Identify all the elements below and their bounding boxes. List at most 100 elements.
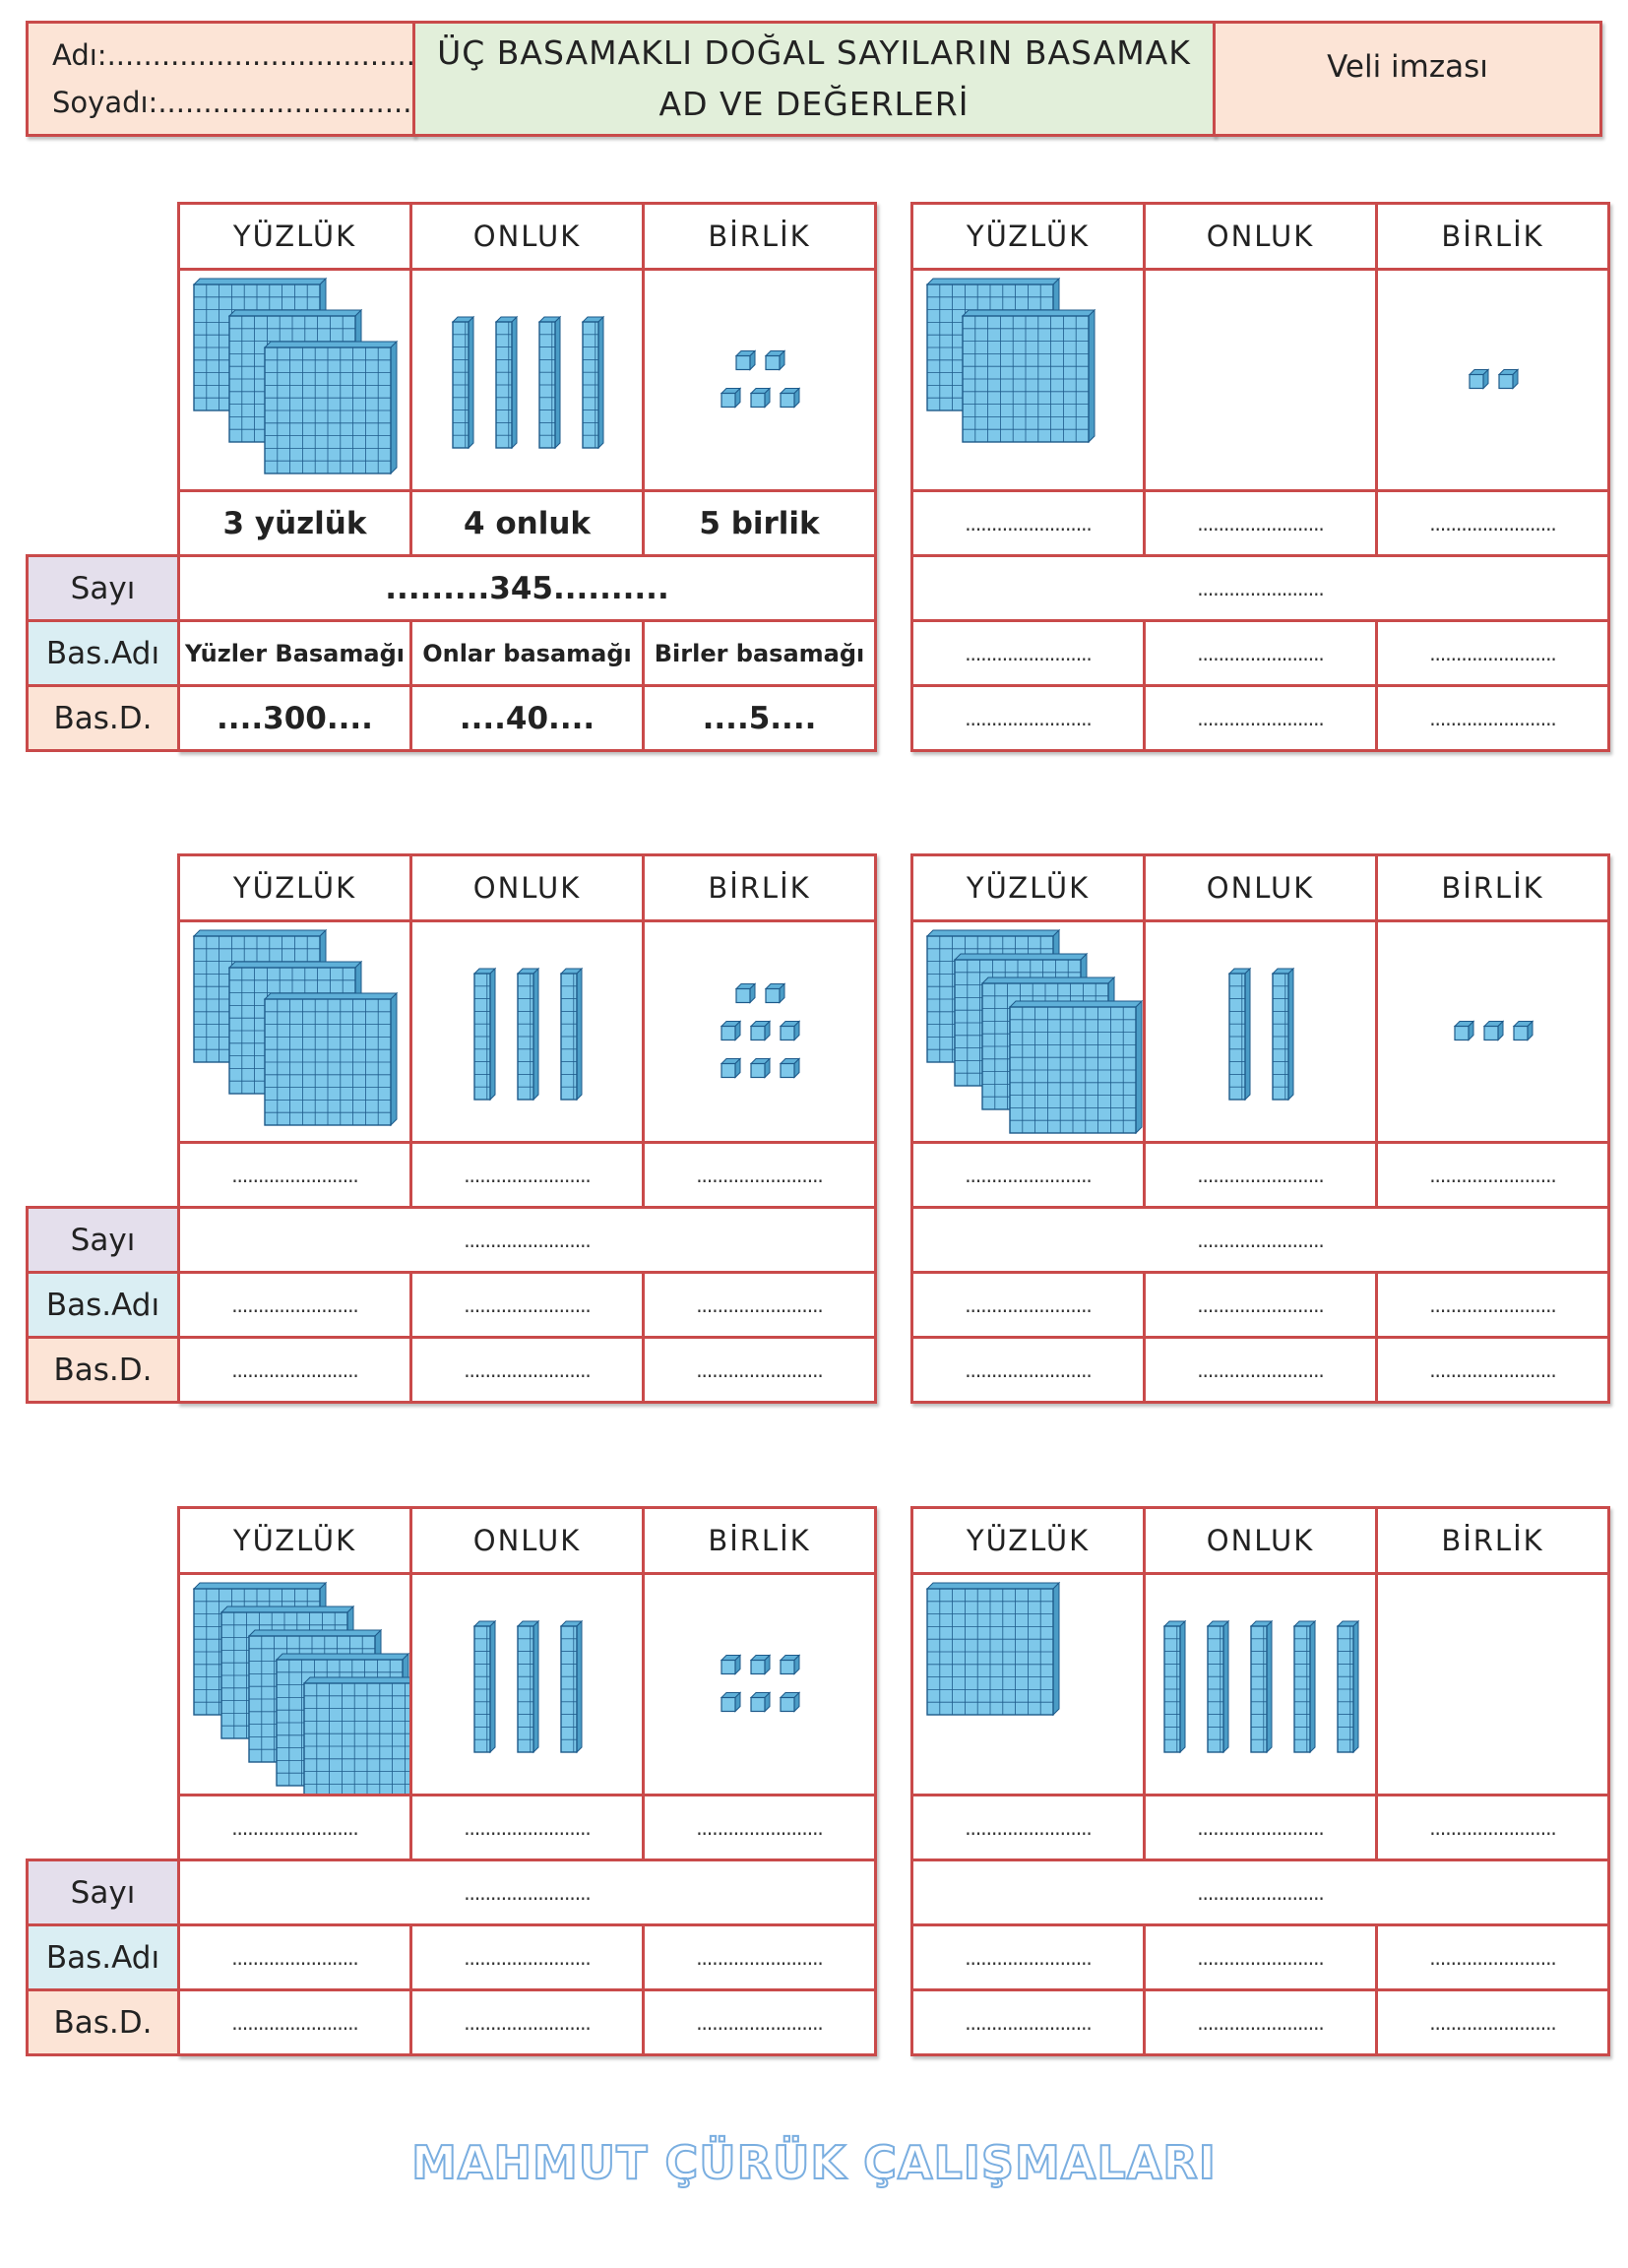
ten-rod (560, 973, 578, 1101)
ten-rod (495, 321, 513, 449)
number-field[interactable]: ........................ (180, 1209, 877, 1274)
one-cube (735, 354, 751, 371)
count-tens[interactable]: ........................ (1146, 492, 1378, 557)
surname-label: Soyadı:................................. (52, 86, 458, 119)
row-label-sayi: Sayı (26, 1858, 180, 1926)
count-ones: 5 birlik (645, 492, 877, 557)
ones-blocks-illustration (1453, 1020, 1534, 1041)
tens-blocks-illustration (1162, 1619, 1360, 1754)
number-field[interactable]: ........................ (913, 1861, 1610, 1926)
place-name-hundreds[interactable]: ........................ (180, 1926, 412, 1991)
student-name-box: Adı:....................................… (26, 21, 479, 137)
count-hundreds[interactable]: ........................ (180, 1796, 412, 1861)
place-value-tens: ....40.... (412, 687, 645, 752)
place-value-hundreds[interactable]: ........................ (913, 687, 1146, 752)
place-name-ones[interactable]: ........................ (1378, 1926, 1610, 1991)
place-value-ones[interactable]: ........................ (1378, 1991, 1610, 2056)
hundred-block (926, 1588, 1054, 1716)
column-header-ones: BİRLİK (645, 205, 877, 271)
hundred-block (303, 1682, 409, 1794)
one-cube (780, 1025, 795, 1041)
ten-rod (1228, 973, 1246, 1101)
place-value-ones[interactable]: ........................ (645, 1991, 877, 2056)
count-hundreds[interactable]: ........................ (913, 1796, 1146, 1861)
place-value-hundreds[interactable]: ........................ (180, 1339, 412, 1404)
hundred-block (1009, 1006, 1137, 1134)
ten-rod (473, 973, 491, 1101)
place-name-hundreds[interactable]: ........................ (913, 1926, 1146, 1991)
count-ones[interactable]: ........................ (1378, 492, 1610, 557)
blocks-cell-ones (645, 1575, 877, 1796)
ten-rod (1272, 973, 1289, 1101)
count-hundreds[interactable]: ........................ (913, 492, 1146, 557)
tens-blocks-illustration (472, 1619, 584, 1754)
column-header-ones: BİRLİK (1378, 856, 1610, 922)
one-cube (1469, 373, 1484, 390)
blocks-cell-hundreds (180, 1575, 412, 1796)
parent-signature-box: Veli imzası (1213, 21, 1602, 137)
place-value-hundreds[interactable]: ........................ (180, 1991, 412, 2056)
count-tens[interactable]: ........................ (412, 1796, 645, 1861)
tens-blocks-illustration (1146, 271, 1375, 489)
place-name-ones[interactable]: ........................ (645, 1274, 877, 1339)
number-field[interactable]: ........................ (180, 1861, 877, 1926)
ten-rod (452, 321, 470, 449)
count-tens[interactable]: ........................ (1146, 1144, 1378, 1209)
count-ones[interactable]: ........................ (645, 1796, 877, 1861)
row-label-bas-adi: Bas.Adı (26, 1923, 180, 1991)
place-value-hundreds[interactable]: ........................ (913, 1339, 1146, 1404)
count-ones[interactable]: ........................ (1378, 1144, 1610, 1209)
place-value-hundreds: ....300.... (180, 687, 412, 752)
place-name-ones[interactable]: ........................ (1378, 622, 1610, 687)
count-ones[interactable]: ........................ (645, 1144, 877, 1209)
ones-blocks-illustration (720, 349, 801, 409)
place-value-hundreds[interactable]: ........................ (913, 1991, 1146, 2056)
ten-rod (1250, 1625, 1268, 1753)
hundreds-blocks-illustration (192, 277, 399, 475)
number-field[interactable]: ........................ (913, 1209, 1610, 1274)
blocks-cell-hundreds (180, 922, 412, 1144)
place-name-ones: Birler basamağı (645, 622, 877, 687)
place-name-ones[interactable]: ........................ (1378, 1274, 1610, 1339)
place-value-tens[interactable]: ........................ (1146, 1339, 1378, 1404)
count-hundreds[interactable]: ........................ (180, 1144, 412, 1209)
count-tens[interactable]: ........................ (412, 1144, 645, 1209)
place-name-hundreds[interactable]: ........................ (913, 1274, 1146, 1339)
count-hundreds[interactable]: ........................ (913, 1144, 1146, 1209)
place-name-tens[interactable]: ........................ (1146, 1926, 1378, 1991)
place-value-tens[interactable]: ........................ (1146, 687, 1378, 752)
place-value-ones[interactable]: ........................ (1378, 687, 1610, 752)
tens-blocks-illustration (472, 967, 584, 1102)
place-name-ones[interactable]: ........................ (645, 1926, 877, 1991)
one-cube (720, 392, 736, 409)
place-name-hundreds: Yüzler Basamağı (180, 622, 412, 687)
count-tens[interactable]: ........................ (1146, 1796, 1378, 1861)
column-header-tens: ONLUK (1146, 205, 1378, 271)
place-value-tens[interactable]: ........................ (1146, 1991, 1378, 2056)
parent-signature-label: Veli imzası (1327, 49, 1488, 85)
place-value-tens[interactable]: ........................ (412, 1339, 645, 1404)
number-field[interactable]: ........................ (913, 557, 1610, 622)
one-cube (720, 1696, 736, 1713)
place-name-hundreds[interactable]: ........................ (180, 1274, 412, 1339)
place-value-tens[interactable]: ........................ (412, 1991, 645, 2056)
place-name-tens[interactable]: ........................ (412, 1274, 645, 1339)
place-name-tens[interactable]: ........................ (1146, 622, 1378, 687)
place-value-ones[interactable]: ........................ (1378, 1339, 1610, 1404)
place-name-tens[interactable]: ........................ (412, 1926, 645, 1991)
place-name-tens[interactable]: ........................ (1146, 1274, 1378, 1339)
place-name-hundreds[interactable]: ........................ (913, 622, 1146, 687)
ten-rod (1293, 1625, 1311, 1753)
one-cube (750, 1696, 766, 1713)
tens-blocks-illustration (451, 315, 605, 450)
hundreds-blocks-illustration (925, 277, 1096, 444)
ten-rod (538, 321, 556, 449)
hundreds-blocks-illustration (192, 1581, 409, 1794)
column-header-ones: BİRLİK (645, 856, 877, 922)
ones-blocks-illustration (1378, 1575, 1607, 1794)
count-ones[interactable]: ........................ (1378, 1796, 1610, 1861)
column-header-ones: BİRLİK (1378, 1509, 1610, 1575)
blocks-cell-tens (412, 922, 645, 1144)
ten-rod (517, 1625, 534, 1753)
place-value-ones[interactable]: ........................ (645, 1339, 877, 1404)
